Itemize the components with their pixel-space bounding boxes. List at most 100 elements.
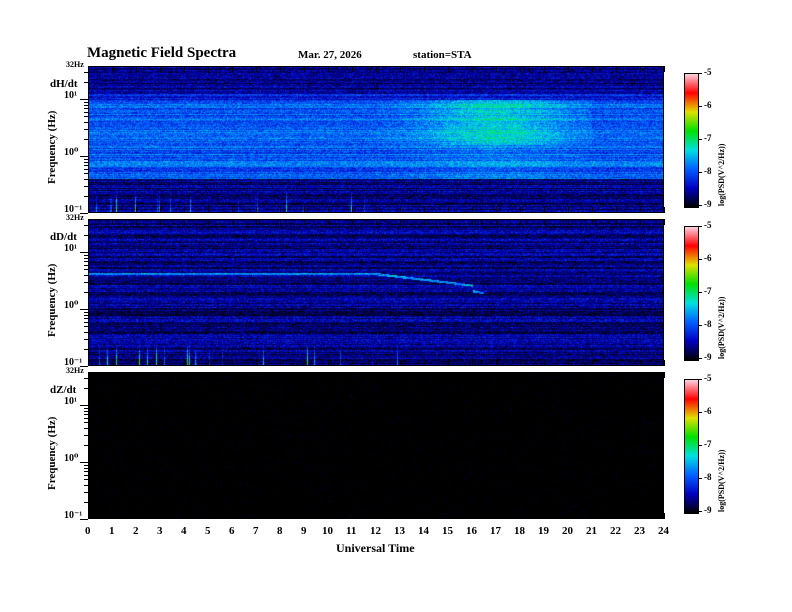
colorbar-tick (698, 73, 702, 74)
colorbar-tick (698, 379, 702, 380)
spectrogram-1 (88, 219, 664, 366)
y-minor-tick (84, 479, 88, 481)
x-tick (184, 360, 185, 366)
x-tick (328, 219, 329, 225)
x-tick (592, 66, 593, 72)
x-tick (88, 513, 89, 519)
x-tick (664, 372, 665, 378)
spectrogram-2 (88, 372, 664, 519)
x-tick (544, 219, 545, 225)
x-tick (496, 66, 497, 72)
x-tick (520, 66, 521, 72)
x-tick-label: 10 (322, 525, 333, 537)
y-minor-tick (84, 269, 88, 271)
x-tick (448, 513, 449, 519)
x-tick-label: 6 (229, 525, 235, 537)
y-minor-tick (84, 407, 88, 409)
y-minor-tick (84, 158, 88, 160)
y-minor-tick (84, 338, 88, 340)
colorbar-tick-label: -7 (704, 133, 712, 143)
colorbar-tick (698, 172, 702, 173)
y-tick-label: 10⁻¹ (64, 357, 83, 368)
x-tick (256, 66, 257, 72)
x-tick (472, 219, 473, 225)
x-tick (400, 219, 401, 225)
x-tick-label: 19 (538, 525, 549, 537)
y-tick (80, 462, 88, 463)
colorbar-label: log(PSD(V^2/Hz)) (717, 143, 726, 206)
x-tick (544, 360, 545, 366)
y-minor-tick (84, 71, 88, 73)
x-tick (136, 372, 137, 378)
y-minor-tick (84, 116, 88, 118)
colorbar-tick-label: -5 (704, 67, 712, 77)
y-minor-tick (84, 107, 88, 109)
x-tick (208, 219, 209, 225)
x-tick-label: 5 (205, 525, 211, 537)
x-tick (496, 207, 497, 213)
y-top-label: 32Hz (66, 60, 84, 69)
colorbar-label: log(PSD(V^2/Hz)) (717, 296, 726, 359)
y-minor-tick (84, 257, 88, 259)
x-tick (256, 207, 257, 213)
colorbar-tick-label: -9 (704, 199, 712, 209)
x-tick (400, 66, 401, 72)
y-tick-label: 10⁰ (64, 453, 79, 464)
y-minor-tick (84, 491, 88, 493)
colorbar-tick-label: -9 (704, 505, 712, 515)
x-tick (568, 207, 569, 213)
x-tick (400, 513, 401, 519)
x-tick (544, 207, 545, 213)
x-tick (328, 513, 329, 519)
x-tick (424, 66, 425, 72)
date-label: Mar. 27, 2026 (298, 49, 362, 61)
x-tick-label: 14 (418, 525, 429, 537)
colorbar-tick-label: -8 (704, 166, 712, 176)
x-tick (280, 66, 281, 72)
y-minor-tick (84, 413, 88, 415)
x-tick (664, 66, 665, 72)
x-tick (448, 372, 449, 378)
x-tick (424, 219, 425, 225)
y-minor-tick (84, 470, 88, 472)
x-tick (472, 66, 473, 72)
y-tick-label: 10⁰ (64, 147, 79, 158)
x-tick (304, 513, 305, 519)
x-tick (160, 513, 161, 519)
x-tick (88, 372, 89, 378)
x-tick (304, 66, 305, 72)
y-top-label: 32Hz (66, 213, 84, 222)
x-tick (256, 219, 257, 225)
y-minor-tick (84, 501, 88, 503)
x-tick-label: 3 (157, 525, 163, 537)
x-tick (616, 372, 617, 378)
x-tick (424, 372, 425, 378)
x-tick (616, 360, 617, 366)
y-minor-tick (84, 173, 88, 175)
x-tick (472, 360, 473, 366)
x-tick (112, 513, 113, 519)
x-tick (256, 513, 257, 519)
x-tick (232, 207, 233, 213)
y-tick (80, 252, 88, 253)
x-tick (376, 207, 377, 213)
x-tick (232, 360, 233, 366)
panel-name-0: dH/dt (50, 78, 78, 90)
y-minor-tick (84, 164, 88, 166)
y-tick (80, 519, 88, 520)
x-tick (472, 513, 473, 519)
x-tick (376, 360, 377, 366)
x-tick-label: 0 (85, 525, 91, 537)
x-tick (640, 66, 641, 72)
x-tick (352, 513, 353, 519)
panel-frame-1 (88, 219, 664, 366)
x-tick (304, 207, 305, 213)
y-minor-tick (84, 387, 88, 389)
x-tick-label: 2 (133, 525, 139, 537)
x-tick (328, 372, 329, 378)
x-tick (568, 372, 569, 378)
spectrogram-0 (88, 66, 664, 213)
x-tick (280, 360, 281, 366)
x-tick (88, 207, 89, 213)
y-tick-label: 10⁻¹ (64, 204, 83, 215)
